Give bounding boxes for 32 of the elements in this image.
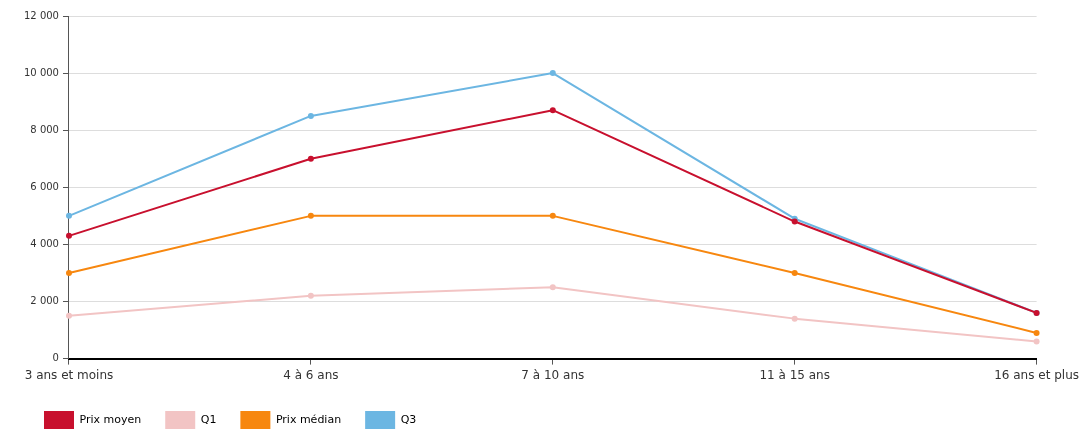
y-tick-label: 0: [52, 352, 59, 364]
x-tick-label: 11 à 15 ans: [759, 367, 830, 382]
point: [307, 292, 314, 299]
point: [307, 155, 314, 162]
point: [1033, 338, 1040, 345]
x-tick-label: 4 à 6 ans: [283, 367, 339, 382]
point: [549, 107, 556, 114]
y-tick-label: 4 000: [30, 237, 59, 249]
point: [65, 212, 72, 219]
y-tick-label: 8 000: [30, 123, 59, 135]
point: [65, 232, 72, 239]
point: [791, 269, 798, 276]
legend-label: Prix moyen: [79, 412, 142, 426]
point: [65, 312, 72, 319]
y-tick-label: 6 000: [30, 180, 59, 192]
legend-label: Q1: [200, 412, 217, 426]
x-tick-label: 16 ans et plus: [994, 367, 1079, 382]
y-tick-label: 2 000: [30, 295, 59, 307]
point: [549, 70, 556, 77]
legend-label: Prix médian: [275, 412, 342, 426]
point: [65, 269, 72, 276]
point: [549, 212, 556, 219]
legend-label: Q3: [400, 412, 417, 426]
point: [1033, 329, 1040, 336]
point: [307, 212, 314, 219]
y-tick-label: 12 000: [23, 9, 59, 21]
y-tick-label: 10 000: [23, 66, 59, 78]
point: [549, 284, 556, 291]
x-tick-label: 7 à 10 ans: [521, 367, 585, 382]
x-tick-label: 3 ans et moins: [24, 367, 114, 382]
point: [791, 315, 798, 322]
point: [307, 112, 314, 119]
